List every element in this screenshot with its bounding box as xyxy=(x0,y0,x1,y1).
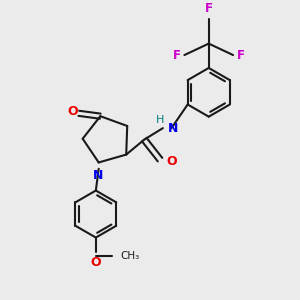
Text: F: F xyxy=(236,49,244,62)
Text: F: F xyxy=(205,2,213,15)
Text: N: N xyxy=(168,122,178,135)
Text: H: H xyxy=(156,115,164,125)
Text: CH₃: CH₃ xyxy=(120,251,140,261)
Text: F: F xyxy=(173,49,181,62)
Text: O: O xyxy=(91,256,101,269)
Text: O: O xyxy=(166,155,177,168)
Text: O: O xyxy=(68,105,78,119)
Text: N: N xyxy=(93,169,103,182)
